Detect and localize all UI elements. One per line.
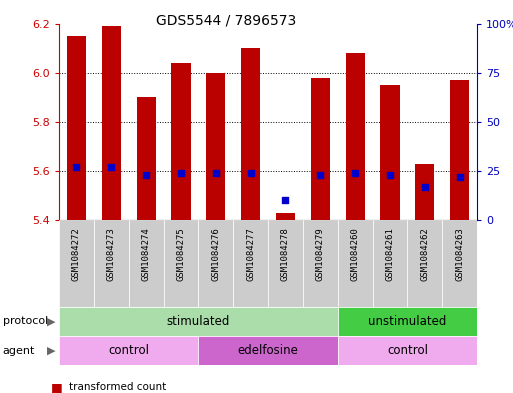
Bar <box>268 220 303 307</box>
Bar <box>199 336 338 365</box>
Point <box>107 164 115 170</box>
Bar <box>199 220 233 307</box>
Text: GSM1084279: GSM1084279 <box>316 227 325 281</box>
Text: GSM1084272: GSM1084272 <box>72 227 81 281</box>
Point <box>247 170 255 176</box>
Text: GDS5544 / 7896573: GDS5544 / 7896573 <box>155 14 296 28</box>
Point <box>351 170 359 176</box>
Bar <box>94 220 129 307</box>
Bar <box>171 63 190 220</box>
Bar <box>241 48 260 220</box>
Text: ▶: ▶ <box>47 346 55 356</box>
Bar <box>381 85 400 220</box>
Text: GSM1084277: GSM1084277 <box>246 227 255 281</box>
Text: GSM1084276: GSM1084276 <box>211 227 220 281</box>
Text: transformed count: transformed count <box>69 382 167 392</box>
Bar <box>102 26 121 220</box>
Point <box>177 170 185 176</box>
Bar <box>338 307 477 336</box>
Text: control: control <box>108 344 149 357</box>
Bar <box>164 220 199 307</box>
Point <box>281 197 289 204</box>
Bar <box>59 220 94 307</box>
Bar <box>346 53 365 220</box>
Bar <box>303 220 338 307</box>
Point <box>316 172 324 178</box>
Point <box>456 174 464 180</box>
Text: GSM1084275: GSM1084275 <box>176 227 185 281</box>
Text: unstimulated: unstimulated <box>368 315 447 328</box>
Bar <box>233 220 268 307</box>
Bar <box>59 307 338 336</box>
Text: GSM1084262: GSM1084262 <box>420 227 429 281</box>
Bar <box>338 220 372 307</box>
Bar <box>407 220 442 307</box>
Text: control: control <box>387 344 428 357</box>
Bar <box>372 220 407 307</box>
Text: ■: ■ <box>51 380 63 393</box>
Point <box>386 172 394 178</box>
Text: GSM1084278: GSM1084278 <box>281 227 290 281</box>
Point <box>421 184 429 190</box>
Bar <box>338 336 477 365</box>
Bar <box>450 80 469 220</box>
Bar <box>442 220 477 307</box>
Bar <box>415 163 435 220</box>
Point <box>72 164 81 170</box>
Text: GSM1084261: GSM1084261 <box>385 227 394 281</box>
Bar <box>311 78 330 220</box>
Bar <box>206 73 225 220</box>
Text: GSM1084273: GSM1084273 <box>107 227 116 281</box>
Bar <box>276 213 295 220</box>
Text: GSM1084274: GSM1084274 <box>142 227 151 281</box>
Point <box>142 172 150 178</box>
Bar <box>136 97 155 220</box>
Text: edelfosine: edelfosine <box>238 344 299 357</box>
Bar <box>59 336 199 365</box>
Bar <box>67 36 86 220</box>
Text: stimulated: stimulated <box>167 315 230 328</box>
Text: GSM1084260: GSM1084260 <box>351 227 360 281</box>
Text: protocol: protocol <box>3 316 48 326</box>
Text: ▶: ▶ <box>47 316 55 326</box>
Text: agent: agent <box>3 346 35 356</box>
Text: GSM1084263: GSM1084263 <box>455 227 464 281</box>
Point <box>212 170 220 176</box>
Bar <box>129 220 164 307</box>
